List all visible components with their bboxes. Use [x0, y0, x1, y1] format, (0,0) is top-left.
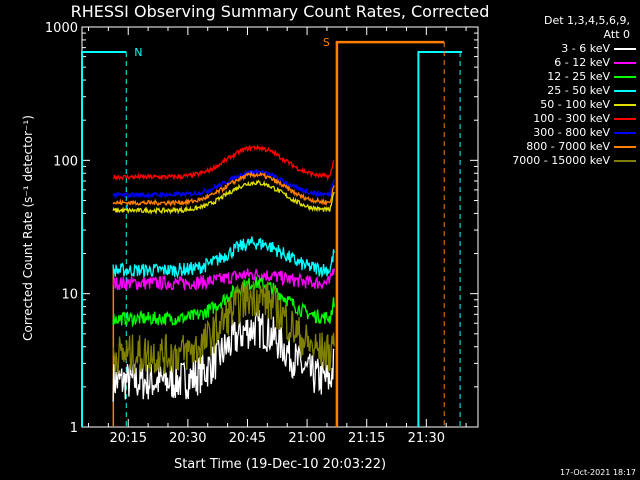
- y-tick-label: 1000: [45, 21, 78, 36]
- legend-label: 7000 - 15000 keV: [512, 154, 610, 167]
- y-tick-label: 100: [53, 154, 78, 169]
- night-flag-left: [81, 50, 127, 427]
- series-line-2: [112, 268, 335, 292]
- series-line-7: [112, 168, 335, 200]
- plot-axes: 1 10 100 1000 20:15 20:30 20:45 21:00 21:15 21:30: [45, 21, 479, 446]
- legend-label: 25 - 50 keV: [547, 84, 610, 97]
- legend-swatch: [614, 62, 636, 64]
- x-tick-label: 21:30: [408, 431, 445, 446]
- legend-label: 300 - 800 keV: [533, 126, 610, 139]
- legend-swatch: [614, 146, 636, 148]
- series-line-4: [112, 236, 335, 280]
- series-line-9: [112, 280, 335, 376]
- legend-entry: 7000 - 15000 keV: [480, 154, 636, 168]
- legend-swatch: [614, 90, 636, 92]
- x-tick-label: 21:00: [288, 431, 325, 446]
- legend-entry: 6 - 12 keV: [480, 56, 636, 70]
- legend-label: 50 - 100 keV: [540, 98, 610, 111]
- legend-label: 3 - 6 keV: [561, 42, 610, 55]
- legend-swatch: [614, 160, 636, 162]
- series-line-8: [112, 170, 335, 208]
- legend-entry: 25 - 50 keV: [480, 84, 636, 98]
- saa-flag-label: S: [323, 36, 330, 49]
- legend-header-attenuator: Att 0: [603, 28, 630, 41]
- legend-swatch: [614, 132, 636, 134]
- series-line-1: [112, 309, 335, 402]
- night-flag-right: [417, 50, 463, 427]
- x-tick-label: 20:45: [229, 431, 266, 446]
- legend: Det 1,3,4,5,6,9, Att 0 3 - 6 keV 6 - 12 k…: [480, 14, 636, 168]
- legend-swatch: [614, 118, 636, 120]
- x-tick-label: 20:30: [169, 431, 206, 446]
- legend-swatch: [614, 48, 636, 50]
- legend-entry: 3 - 6 keV: [480, 42, 636, 56]
- legend-entry: 12 - 25 keV: [480, 70, 636, 84]
- legend-label: 100 - 300 keV: [533, 112, 610, 125]
- saa-flag: [335, 40, 445, 427]
- legend-label: 800 - 7000 keV: [526, 140, 610, 153]
- series-line-3: [112, 276, 335, 328]
- legend-label: 12 - 25 keV: [547, 70, 610, 83]
- footer-date: 17-Oct-2021 18:17: [560, 468, 636, 477]
- legend-entry: 800 - 7000 keV: [480, 140, 636, 154]
- legend-entry: 50 - 100 keV: [480, 98, 636, 112]
- series-line-6: [112, 145, 335, 182]
- plot-series: [112, 145, 335, 402]
- series-line-5: [112, 179, 335, 215]
- x-axis-label: Start Time (19-Dec-10 20:03:22): [174, 457, 386, 472]
- chart-title: RHESSI Observing Summary Count Rates, Co…: [71, 2, 490, 21]
- legend-swatch: [614, 104, 636, 106]
- night-flag-label: N: [134, 46, 142, 59]
- y-tick-label: 1: [70, 421, 78, 436]
- legend-entry: 300 - 800 keV: [480, 126, 636, 140]
- legend-header-detectors: Det 1,3,4,5,6,9,: [543, 14, 630, 27]
- plot-shapes: NS: [81, 36, 463, 427]
- y-axis-label: Corrected Count Rate (s⁻¹ detector⁻¹): [21, 115, 35, 341]
- legend-swatch: [614, 76, 636, 78]
- x-tick-label: 21:15: [348, 431, 385, 446]
- legend-label: 6 - 12 keV: [554, 56, 610, 69]
- y-tick-label: 10: [61, 288, 78, 303]
- legend-entries: 3 - 6 keV 6 - 12 keV 12 - 25 keV 25 - 50 ke…: [480, 42, 636, 168]
- x-tick-label: 20:15: [110, 431, 147, 446]
- legend-entry: 100 - 300 keV: [480, 112, 636, 126]
